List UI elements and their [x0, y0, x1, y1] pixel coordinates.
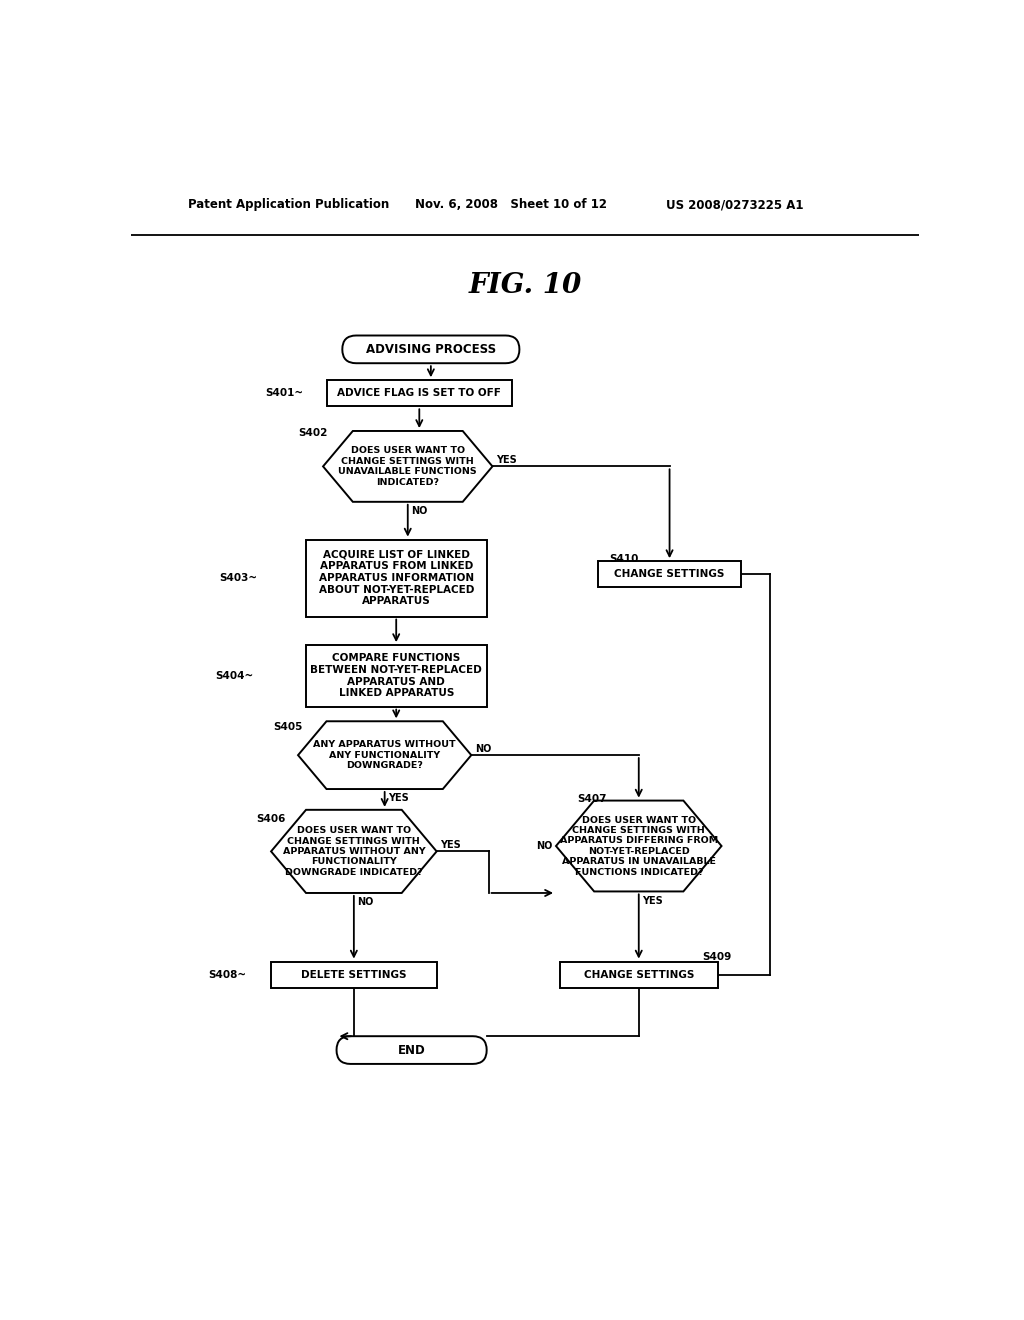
Text: Nov. 6, 2008   Sheet 10 of 12: Nov. 6, 2008 Sheet 10 of 12 — [416, 198, 607, 211]
Text: NO: NO — [357, 898, 374, 907]
Text: S408~: S408~ — [208, 970, 246, 979]
Bar — [327, 380, 512, 407]
Text: COMPARE FUNCTIONS
BETWEEN NOT-YET-REPLACED
APPARATUS AND
LINKED APPARATUS: COMPARE FUNCTIONS BETWEEN NOT-YET-REPLAC… — [310, 653, 482, 698]
Polygon shape — [323, 430, 493, 502]
Text: US 2008/0273225 A1: US 2008/0273225 A1 — [666, 198, 803, 211]
Text: DOES USER WANT TO
CHANGE SETTINGS WITH
APPARATUS DIFFERING FROM
NOT-YET-REPLACED: DOES USER WANT TO CHANGE SETTINGS WITH A… — [560, 816, 718, 876]
Text: S403~: S403~ — [219, 573, 258, 583]
Text: S402: S402 — [298, 428, 328, 438]
Text: DELETE SETTINGS: DELETE SETTINGS — [301, 970, 407, 979]
Text: CHANGE SETTINGS: CHANGE SETTINGS — [614, 569, 725, 579]
Text: YES: YES — [388, 793, 409, 804]
Text: S405: S405 — [273, 722, 302, 731]
Bar — [306, 540, 486, 616]
Text: NO: NO — [411, 506, 427, 516]
Text: NO: NO — [536, 841, 552, 851]
Text: S407: S407 — [578, 795, 606, 804]
Text: Patent Application Publication: Patent Application Publication — [188, 198, 389, 211]
Text: ADVICE FLAG IS SET TO OFF: ADVICE FLAG IS SET TO OFF — [337, 388, 501, 399]
Text: YES: YES — [439, 841, 461, 850]
Text: YES: YES — [642, 896, 663, 906]
Text: S410: S410 — [609, 554, 639, 564]
Text: ANY APPARATUS WITHOUT
ANY FUNCTIONALITY
DOWNGRADE?: ANY APPARATUS WITHOUT ANY FUNCTIONALITY … — [313, 741, 456, 770]
Bar — [598, 561, 740, 587]
Text: S409: S409 — [702, 952, 732, 962]
FancyBboxPatch shape — [342, 335, 519, 363]
Text: END: END — [397, 1044, 426, 1056]
Text: ACQUIRE LIST OF LINKED
APPARATUS FROM LINKED
APPARATUS INFORMATION
ABOUT NOT-YET: ACQUIRE LIST OF LINKED APPARATUS FROM LI… — [318, 550, 474, 606]
Text: S401~: S401~ — [265, 388, 303, 399]
Text: DOES USER WANT TO
CHANGE SETTINGS WITH
UNAVAILABLE FUNCTIONS
INDICATED?: DOES USER WANT TO CHANGE SETTINGS WITH U… — [339, 446, 477, 487]
Bar — [306, 645, 486, 706]
Text: DOES USER WANT TO
CHANGE SETTINGS WITH
APPARATUS WITHOUT ANY
FUNCTIONALITY
DOWNG: DOES USER WANT TO CHANGE SETTINGS WITH A… — [283, 826, 425, 876]
Polygon shape — [556, 800, 722, 891]
Text: S404~: S404~ — [215, 671, 254, 681]
Bar — [271, 961, 436, 987]
Polygon shape — [298, 721, 471, 789]
Text: CHANGE SETTINGS: CHANGE SETTINGS — [584, 970, 694, 979]
Polygon shape — [271, 810, 436, 892]
Text: NO: NO — [475, 744, 492, 754]
Text: YES: YES — [497, 455, 517, 465]
Text: FIG. 10: FIG. 10 — [468, 272, 582, 298]
Text: S406: S406 — [256, 814, 286, 824]
Bar — [560, 961, 718, 987]
Text: ADVISING PROCESS: ADVISING PROCESS — [366, 343, 496, 356]
FancyBboxPatch shape — [337, 1036, 486, 1064]
